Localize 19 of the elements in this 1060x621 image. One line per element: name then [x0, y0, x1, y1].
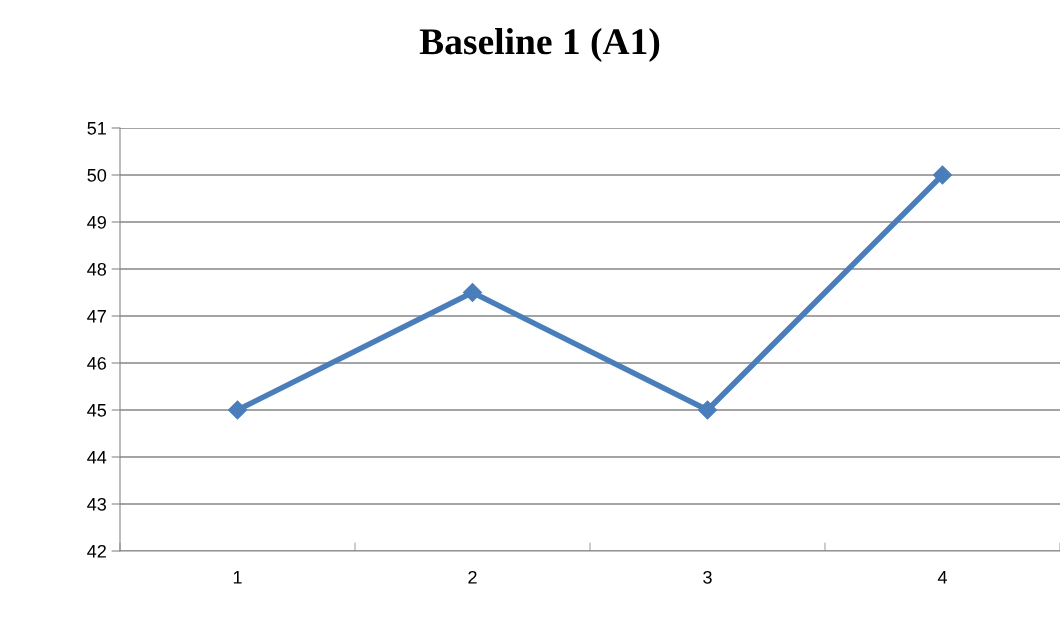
- y-tick-label: 46: [87, 356, 107, 370]
- y-tick-label: 45: [87, 404, 107, 417]
- x-tick-label: 2: [468, 570, 477, 584]
- y-tick-label: 47: [87, 310, 106, 323]
- x-tick-label: 4: [937, 571, 947, 584]
- point: [697, 400, 718, 420]
- point: [227, 400, 248, 420]
- y-tick-label: 50: [87, 168, 107, 182]
- y-tick-label: 42: [87, 544, 106, 558]
- y-tick-label: 48: [87, 262, 107, 276]
- y-tick-label: 43: [87, 497, 107, 511]
- x-tick-label: 3: [703, 570, 712, 584]
- y-tick-label: 49: [87, 215, 106, 229]
- y-tick-label: 51: [87, 122, 106, 135]
- y-tick-label: 44: [87, 451, 107, 464]
- x-tick-label: 1: [233, 571, 242, 584]
- chart-title: Baseline 1 (A1): [419, 28, 660, 62]
- point: [462, 282, 483, 303]
- point: [932, 165, 953, 185]
